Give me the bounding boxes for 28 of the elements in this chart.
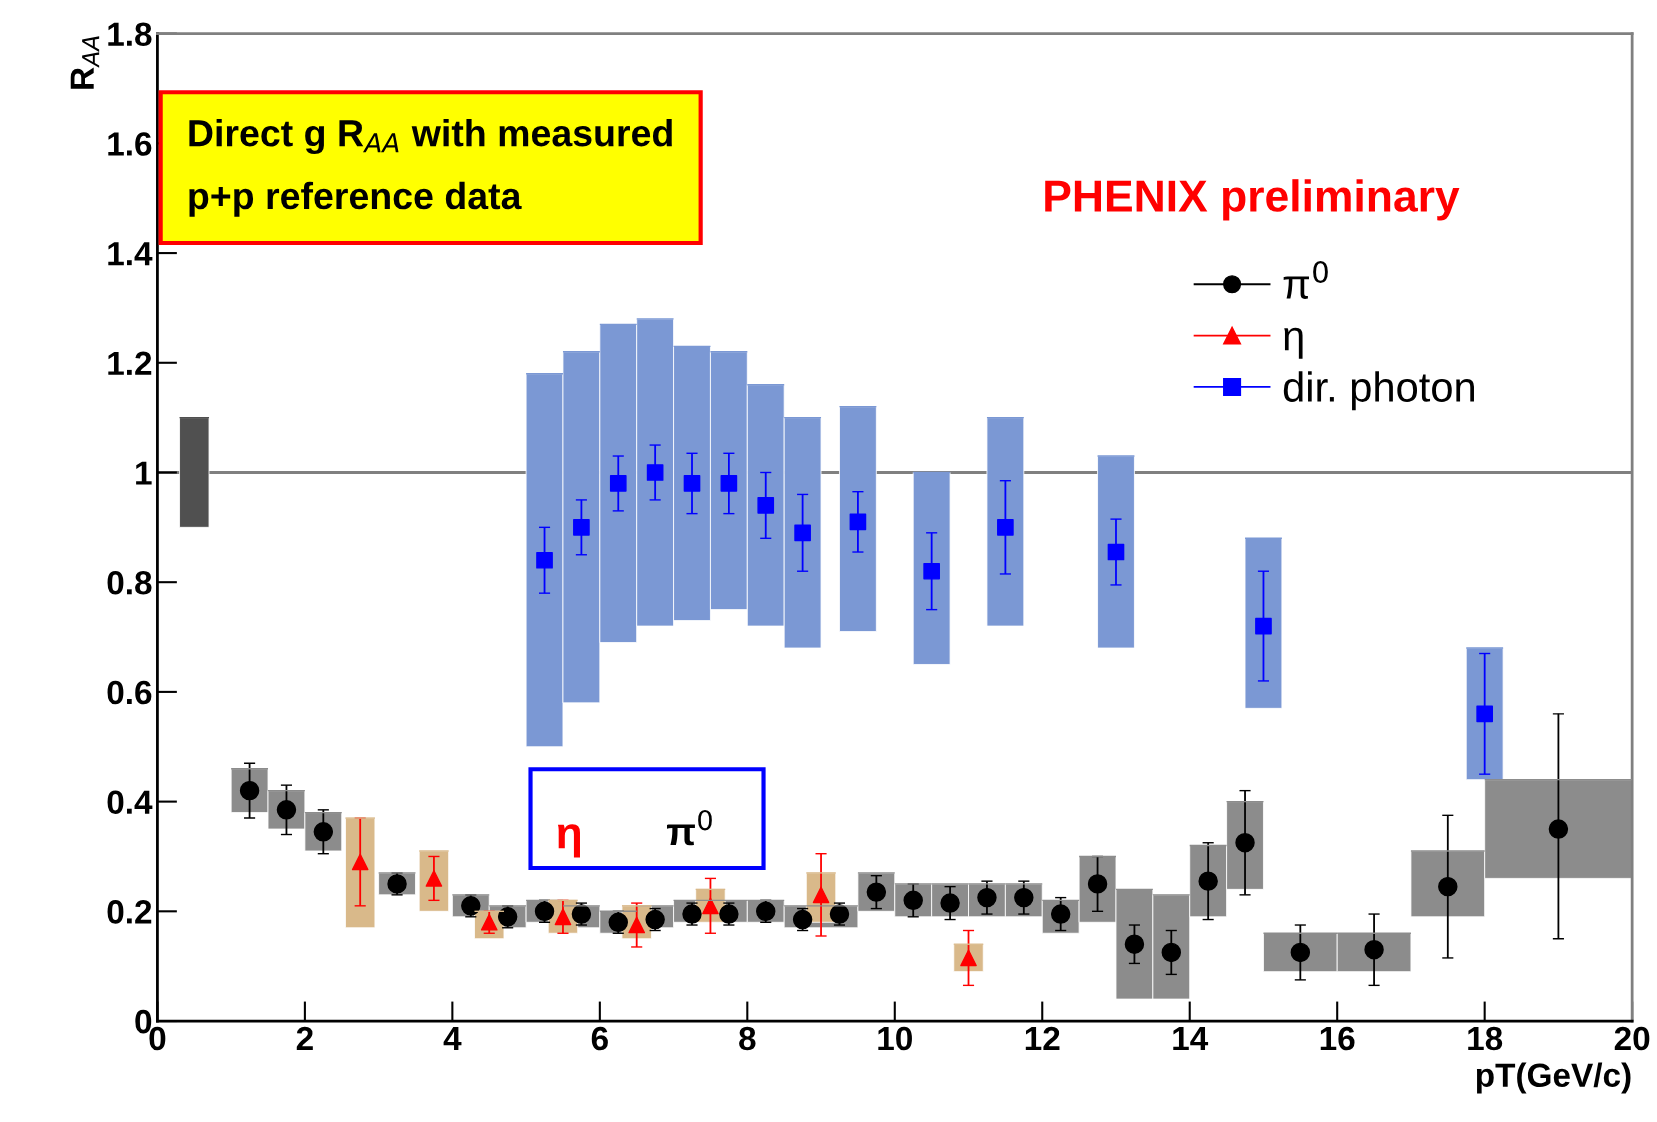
y-tick-label: 0.8 bbox=[107, 571, 152, 595]
x-tick-label: 14 bbox=[1173, 1027, 1209, 1051]
y-tick-label: 1 bbox=[136, 461, 152, 485]
legend-label: π$^{0}$ bbox=[1283, 260, 1328, 299]
y-tick-label: 1.2 bbox=[108, 351, 152, 375]
y-tick-label: 0.4 bbox=[107, 790, 153, 815]
x-tick-label: 6 bbox=[591, 1026, 608, 1051]
y-tick-label: 1.8 bbox=[108, 22, 152, 47]
x-axis-title: pT(GeV/c) bbox=[1476, 1062, 1631, 1094]
annotation: π$^{0}$ bbox=[666, 809, 712, 846]
x-tick-label: 20 bbox=[1614, 1026, 1650, 1051]
annotation: Direct g R$_{AA}$ with measured p+p reference data bbox=[189, 118, 672, 217]
x-tick-label: 2 bbox=[296, 1026, 313, 1051]
annotation: PHENIX preliminary bbox=[1045, 179, 1460, 221]
x-tick-label: 16 bbox=[1320, 1026, 1355, 1051]
annotation: η bbox=[557, 824, 580, 858]
x-tick-label: 12 bbox=[1025, 1026, 1060, 1051]
y-tick-label: 0.6 bbox=[107, 680, 152, 705]
y-tick-label: 0.2 bbox=[107, 900, 152, 924]
y-tick-label: 1.4 bbox=[108, 242, 153, 266]
x-tick-label: 8 bbox=[739, 1026, 756, 1051]
x-tick-label: 10 bbox=[878, 1026, 912, 1051]
y-tick-label: 1.6 bbox=[108, 132, 152, 156]
legend-label: dir. photon bbox=[1283, 371, 1474, 411]
legend-label: η bbox=[1284, 327, 1303, 359]
y-axis-title: R$_{AA}$ bbox=[70, 36, 100, 89]
x-tick-label: 18 bbox=[1468, 1026, 1503, 1051]
x-tick-label: 4 bbox=[443, 1027, 462, 1051]
